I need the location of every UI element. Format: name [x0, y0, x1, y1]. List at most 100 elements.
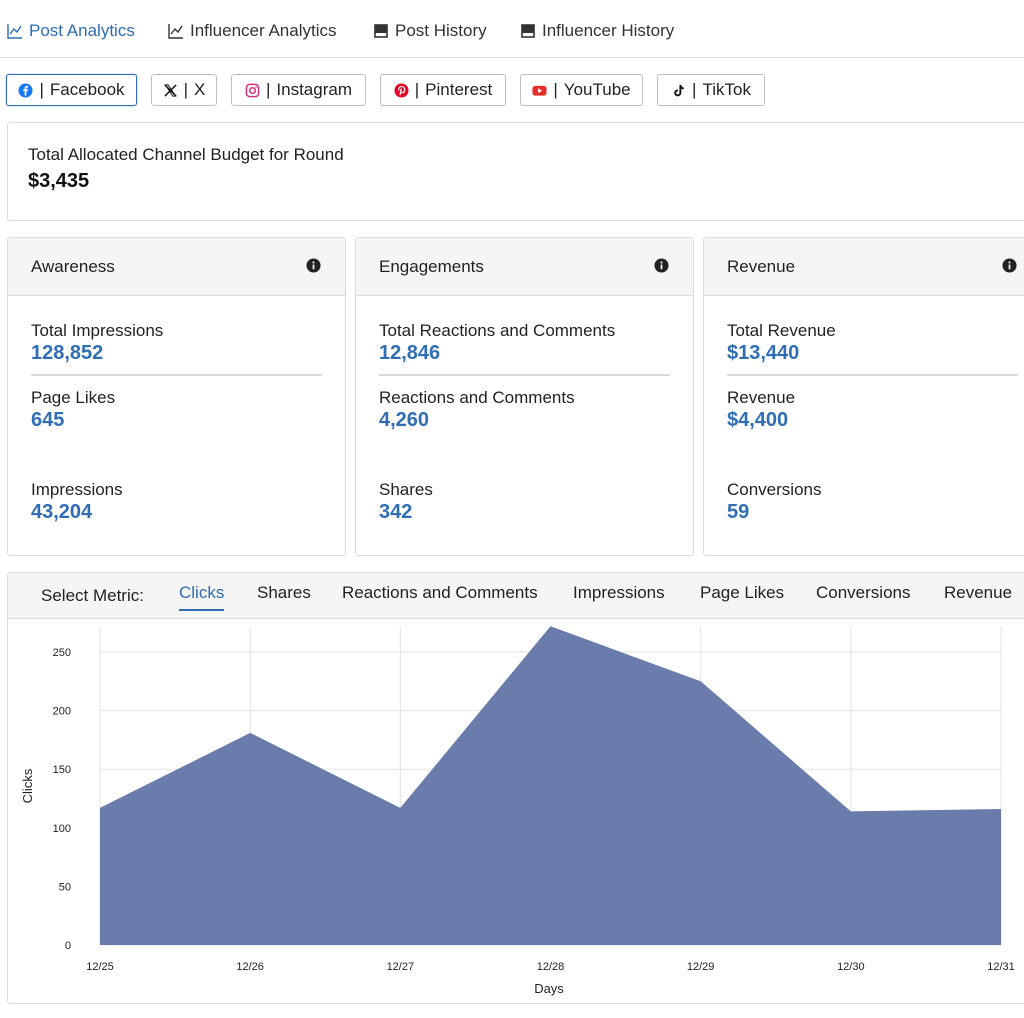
total-reactions-value: 12,846: [379, 342, 441, 364]
impressions-value: 43,204: [31, 501, 93, 523]
card-title: Awareness: [31, 257, 115, 276]
separator: |: [692, 80, 697, 99]
metric-tab-shares[interactable]: Shares: [257, 583, 311, 602]
card-header: Engagements: [356, 238, 693, 296]
channel-label: Facebook: [49, 80, 125, 99]
channel-pinterest-button[interactable]: | Pinterest: [380, 74, 506, 106]
data-point: [248, 731, 252, 735]
tab-influencer-analytics[interactable]: Influencer Analytics: [168, 18, 336, 44]
data-point: [98, 806, 102, 810]
table-icon: [521, 24, 535, 38]
separator: |: [265, 80, 271, 99]
data-point: [999, 807, 1003, 811]
data-point: [699, 679, 703, 683]
separator: |: [183, 80, 189, 99]
tab-label: Post History: [395, 21, 487, 40]
info-icon[interactable]: [654, 258, 669, 273]
tab-label: Post Analytics: [29, 21, 135, 40]
divider: [379, 374, 670, 376]
channel-tiktok-button[interactable]: | TikTok: [657, 74, 765, 106]
revenue-label: Revenue: [727, 388, 796, 407]
x-icon: [163, 83, 177, 97]
y-tick-label: 0: [65, 940, 71, 952]
engagements-card: Engagements Total Reactions and Comments…: [355, 237, 694, 556]
card-header: Awareness: [8, 238, 345, 296]
chart-card: Select Metric: Clicks Shares Reactions a…: [7, 572, 1024, 1004]
metric-selector: Select Metric: Clicks Shares Reactions a…: [8, 573, 1024, 619]
separator: |: [39, 80, 44, 99]
channel-facebook-button[interactable]: | Facebook: [6, 74, 137, 106]
metric-tab-impressions[interactable]: Impressions: [573, 583, 665, 602]
channel-label: X: [194, 80, 206, 99]
shares-value: 342: [379, 501, 413, 523]
impressions-label: Impressions: [31, 480, 123, 499]
channel-youtube-button[interactable]: | YouTube: [520, 74, 643, 106]
budget-card: Total Allocated Channel Budget for Round…: [7, 122, 1024, 221]
y-tick-label: 100: [53, 823, 71, 835]
metric-tab-revenue[interactable]: Revenue: [944, 583, 1013, 602]
pinterest-icon: [394, 82, 409, 98]
chart-area-layer: [98, 624, 1003, 945]
channel-instagram-button[interactable]: | Instagram: [231, 74, 366, 106]
x-tick-label: 12/26: [236, 961, 264, 973]
data-point: [549, 624, 553, 628]
revenue-card: Revenue Total Revenue $13,440 Revenue $4…: [703, 237, 1024, 556]
tab-label: Influencer History: [542, 21, 675, 40]
x-tick-label: 12/31: [987, 961, 1015, 973]
metric-tab-reactions[interactable]: Reactions and Comments: [342, 583, 538, 602]
tiktok-icon: [674, 84, 684, 96]
x-tick-label: 12/30: [837, 961, 865, 973]
page-likes-value: 645: [31, 409, 65, 431]
tab-influencer-history[interactable]: Influencer History: [520, 18, 674, 44]
channel-label: YouTube: [563, 80, 631, 99]
youtube-icon: [532, 85, 547, 96]
total-revenue-label: Total Revenue: [727, 321, 836, 340]
channel-x-button[interactable]: | X: [151, 74, 217, 106]
x-axis-label: Days: [534, 981, 564, 996]
info-icon[interactable]: [1002, 258, 1017, 273]
reactions-value: 4,260: [379, 409, 430, 431]
budget-value: $3,435: [28, 170, 90, 192]
total-revenue-value: $13,440: [727, 342, 800, 364]
y-axis-label: Clicks: [20, 768, 35, 803]
conversions-value: 59: [727, 501, 750, 523]
tab-label: Influencer Analytics: [190, 21, 337, 40]
top-nav: Post Analytics Influencer Analytics Post…: [0, 0, 1024, 58]
y-tick-label: 50: [59, 881, 71, 893]
total-impressions-label: Total Impressions: [31, 321, 164, 340]
shares-label: Shares: [379, 480, 433, 499]
metric-tab-page-likes[interactable]: Page Likes: [700, 583, 785, 602]
awareness-card: Awareness Total Impressions 128,852 Page…: [7, 237, 346, 556]
info-icon[interactable]: [306, 258, 321, 273]
tab-post-history[interactable]: Post History: [373, 18, 487, 44]
y-tick-label: 150: [53, 764, 71, 776]
x-tick-label: 12/29: [687, 961, 715, 973]
x-tick-label: 12/25: [86, 961, 114, 973]
conversions-label: Conversions: [727, 480, 822, 499]
card-title: Revenue: [727, 257, 796, 276]
divider: [727, 374, 1018, 376]
metric-tab-conversions[interactable]: Conversions: [816, 583, 911, 602]
x-tick-label: 12/28: [537, 961, 565, 973]
y-tick-label: 250: [53, 647, 71, 659]
reactions-label: Reactions and Comments: [379, 388, 575, 407]
data-point: [849, 809, 853, 813]
line-chart-icon: [7, 24, 22, 39]
separator: |: [414, 80, 420, 99]
separator: |: [553, 80, 558, 99]
select-metric-label: Select Metric:: [41, 586, 144, 605]
x-tick-label: 12/27: [387, 961, 415, 973]
total-impressions-value: 128,852: [31, 342, 104, 364]
y-tick-label: 200: [53, 706, 71, 718]
chart-ticks: 0 50 100 150 200 250 12/25 12/26 12/27 12/28 12/29…: [53, 647, 1015, 973]
revenue-value: $4,400: [727, 409, 789, 431]
budget-label: Total Allocated Channel Budget for Round: [28, 145, 344, 164]
tab-post-analytics[interactable]: Post Analytics: [7, 18, 135, 44]
card-title: Engagements: [379, 257, 484, 276]
channel-label: Instagram: [276, 80, 352, 99]
metric-tab-clicks[interactable]: Clicks: [179, 583, 225, 611]
page-likes-label: Page Likes: [31, 388, 116, 407]
facebook-icon: [18, 82, 33, 98]
table-icon: [374, 24, 388, 38]
